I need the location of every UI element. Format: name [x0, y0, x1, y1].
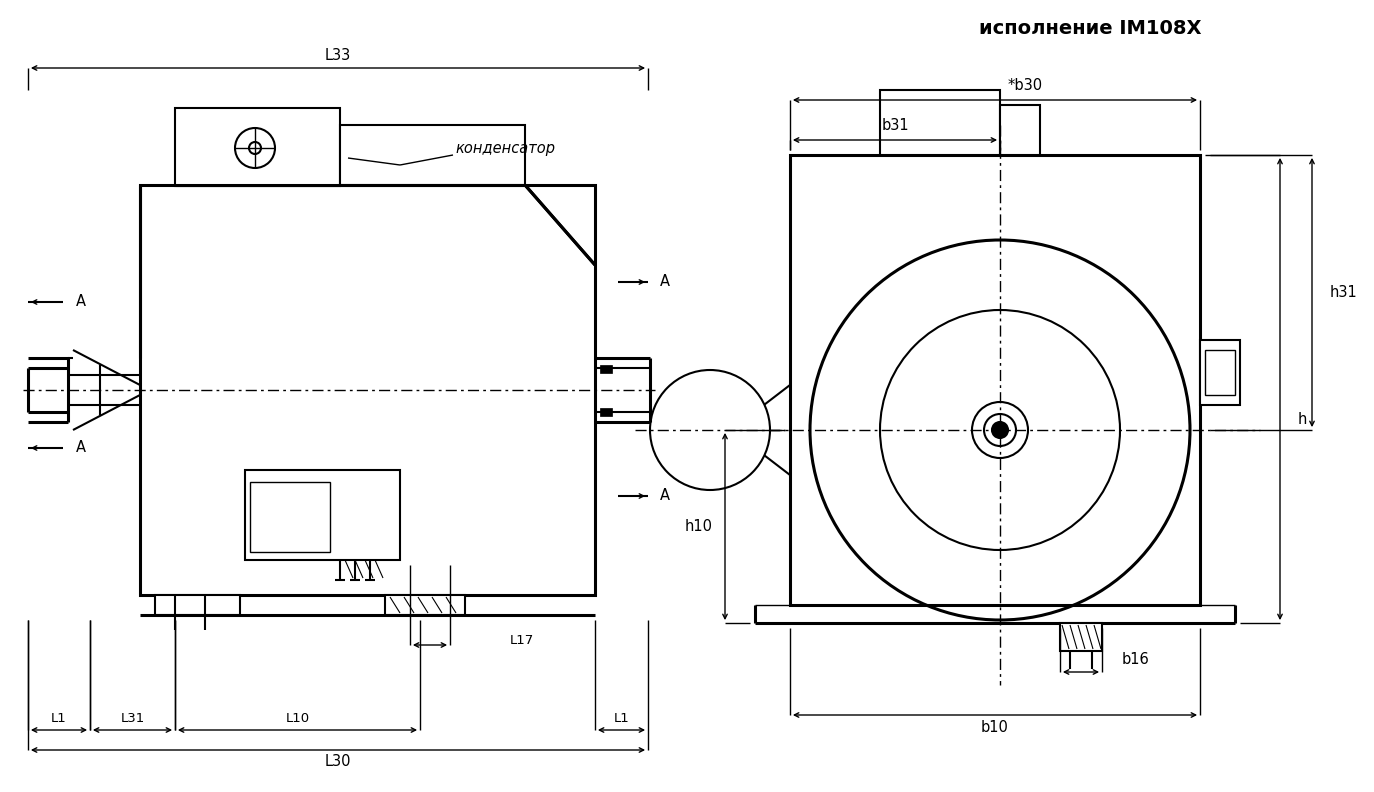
Text: L17: L17 [510, 634, 534, 646]
Circle shape [992, 422, 1009, 438]
Bar [1059, 623, 1102, 651]
Text: исполнение IM108Х: исполнение IM108Х [978, 18, 1201, 37]
Text: h10: h10 [686, 519, 713, 534]
Text: конденсатор: конденсатор [455, 140, 555, 155]
Text: L31: L31 [121, 711, 144, 725]
Text: L1: L1 [614, 711, 629, 725]
Text: h31: h31 [1330, 285, 1358, 300]
Text: b10: b10 [981, 721, 1009, 736]
Bar [140, 185, 595, 595]
Bar [600, 365, 611, 373]
Text: L1: L1 [51, 711, 67, 725]
Bar [790, 155, 1200, 605]
Bar [1205, 350, 1235, 395]
Text: L33: L33 [324, 48, 352, 63]
Text: L10: L10 [286, 711, 309, 725]
Text: A: A [76, 440, 87, 455]
Text: *b30: *b30 [1007, 78, 1043, 93]
Bar [250, 482, 330, 552]
Bar [600, 408, 611, 416]
Bar [174, 108, 339, 186]
Bar [245, 470, 400, 560]
Bar [1200, 340, 1239, 405]
Bar [1000, 105, 1040, 155]
Text: b31: b31 [881, 119, 908, 134]
Bar [339, 125, 525, 185]
Bar [385, 595, 464, 615]
Text: b16: b16 [1123, 653, 1150, 668]
Text: L30: L30 [324, 755, 352, 770]
Bar [879, 90, 1000, 155]
Text: h: h [1298, 412, 1308, 427]
Bar [155, 595, 240, 615]
Text: A: A [660, 489, 671, 504]
Text: A: A [76, 295, 87, 310]
Text: A: A [660, 275, 671, 290]
